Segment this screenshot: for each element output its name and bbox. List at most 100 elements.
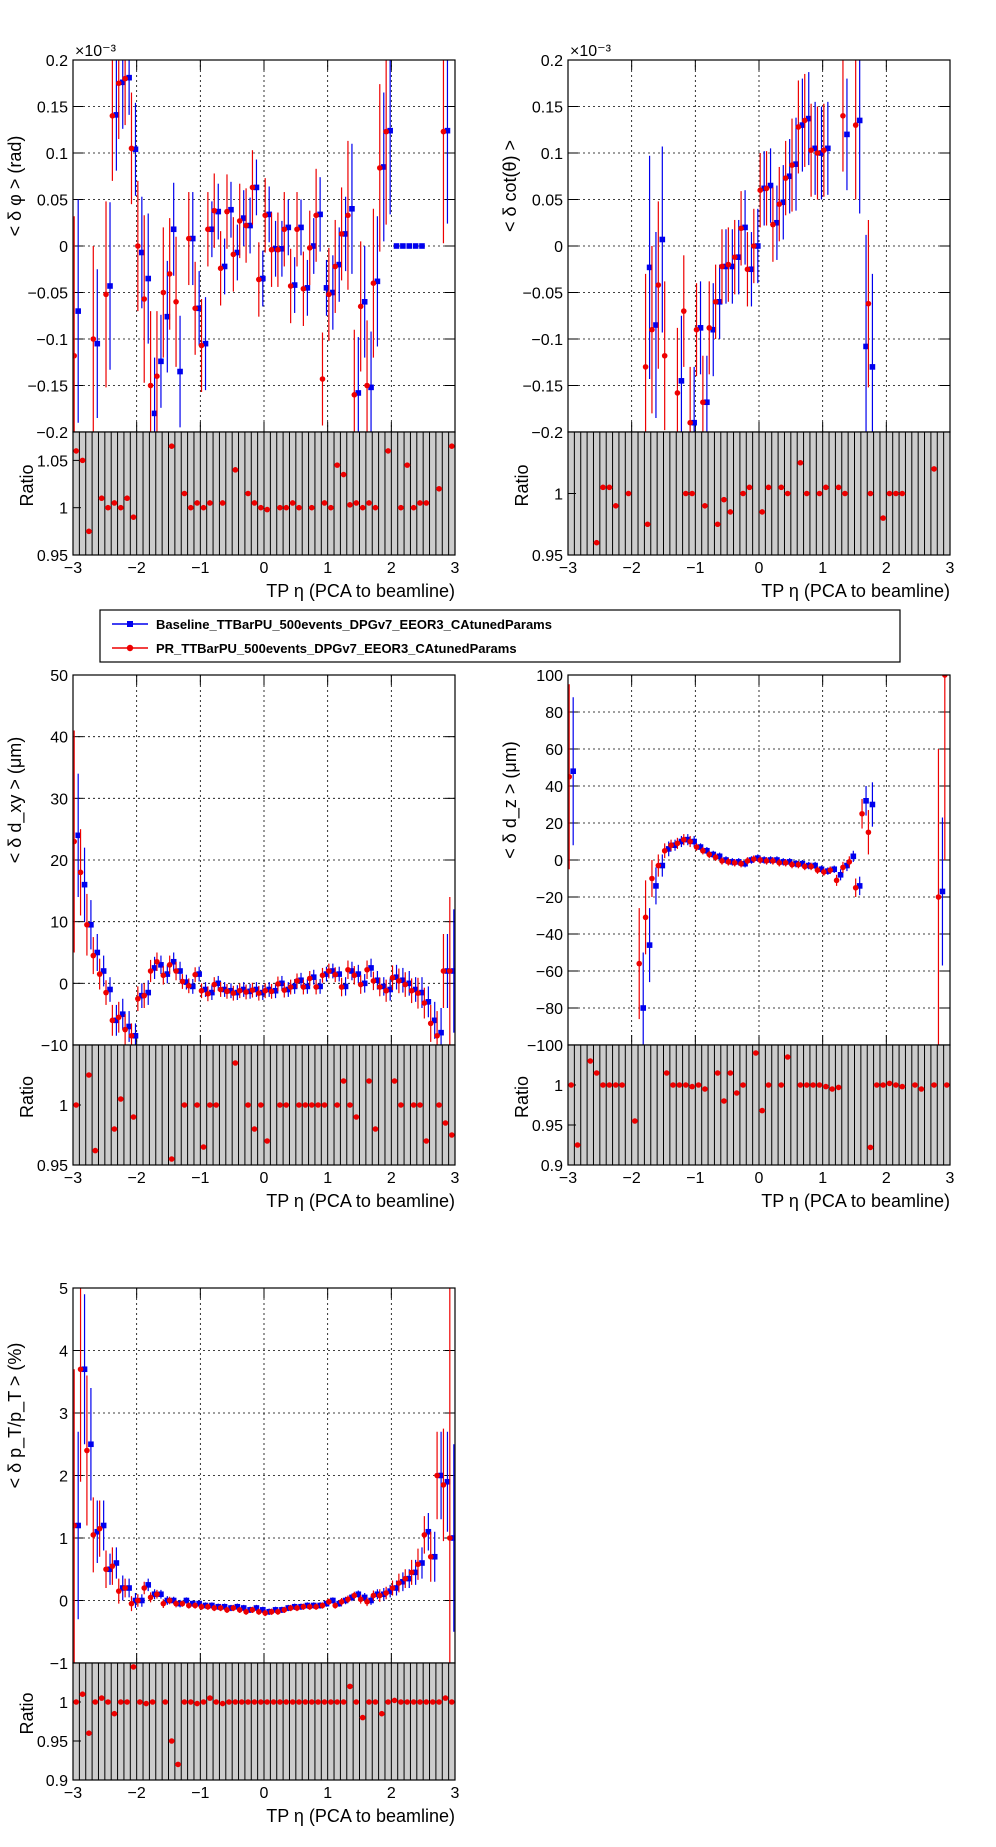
ratio-point xyxy=(315,1102,321,1108)
point-pr xyxy=(821,147,827,154)
point-pr xyxy=(141,1585,148,1591)
point-baseline xyxy=(336,261,343,268)
point-pr xyxy=(731,859,738,866)
ratio-point xyxy=(816,1082,823,1088)
point-pr xyxy=(427,1020,434,1027)
y-tick-label: 0 xyxy=(59,239,68,256)
ratio-point xyxy=(695,1082,702,1088)
point-pr xyxy=(357,303,364,310)
x-axis-title: TP η (PCA to beamline) xyxy=(266,1806,455,1826)
y-tick-label: 20 xyxy=(545,816,563,833)
point-pr xyxy=(313,212,319,219)
point-baseline xyxy=(75,1522,81,1529)
point-baseline xyxy=(330,968,336,974)
y-tick-label: 4 xyxy=(59,1344,68,1361)
point-pr xyxy=(275,981,281,987)
point-pr xyxy=(249,184,256,191)
ratio-point xyxy=(842,490,848,497)
point-pr xyxy=(243,989,249,995)
ratio-point xyxy=(714,521,721,528)
y-tick-label: 0.1 xyxy=(541,146,563,163)
point-pr xyxy=(447,968,453,974)
point-baseline xyxy=(75,308,81,314)
point-pr xyxy=(256,276,262,283)
ratio-point xyxy=(73,448,79,454)
x-tick-label: 3 xyxy=(451,1170,460,1187)
point-pr xyxy=(84,1447,90,1454)
x-axis-title: TP η (PCA to beamline) xyxy=(266,1191,455,1211)
point-baseline xyxy=(710,851,717,858)
point-pr xyxy=(738,860,744,867)
ratio-point xyxy=(740,490,746,497)
legend-marker-pr xyxy=(126,644,134,652)
point-pr xyxy=(128,145,135,152)
ratio-point xyxy=(733,1090,740,1096)
point-baseline xyxy=(400,1578,406,1585)
point-baseline xyxy=(126,74,132,81)
point-baseline xyxy=(266,986,272,993)
ratio-point xyxy=(130,1664,137,1670)
ratio-point xyxy=(283,1699,290,1705)
ratio-point xyxy=(187,504,194,511)
ratio-y-tick-label: 0.95 xyxy=(37,1734,68,1751)
ratio-point xyxy=(277,1102,283,1108)
x-axis-title: TP η (PCA to beamline) xyxy=(761,1191,950,1211)
point-pr xyxy=(364,966,370,973)
point-pr xyxy=(859,810,865,817)
legend-label-pr: PR_TTBarPU_500events_DPGv7_EEOR3_CAtuned… xyxy=(156,641,517,656)
point-baseline xyxy=(755,243,761,249)
x-tick-label: −3 xyxy=(559,1170,577,1187)
x-tick-label: 0 xyxy=(755,560,764,577)
point-pr xyxy=(655,862,662,869)
point-pr xyxy=(128,1032,135,1039)
y-tick-label: 0 xyxy=(554,853,563,870)
point-baseline xyxy=(164,971,171,977)
point-baseline xyxy=(805,115,812,122)
ratio-frame xyxy=(567,431,951,556)
point-pr xyxy=(744,266,751,273)
point-baseline xyxy=(253,986,260,993)
point-pr xyxy=(719,263,725,270)
point-baseline xyxy=(81,1366,88,1373)
point-baseline xyxy=(151,410,158,417)
point-pr xyxy=(128,1600,135,1607)
y-tick-label: −80 xyxy=(536,1001,563,1018)
point-baseline xyxy=(863,798,869,804)
point-baseline xyxy=(81,881,88,888)
ratio-point xyxy=(347,502,353,508)
chart-panel-1: −0.2 −0.15 −0.1 −0.05 0 0.05 0.1 0.15 0.2 ×10⁻³ < … xyxy=(5,43,460,601)
point-pr xyxy=(281,1607,288,1613)
ratio-point xyxy=(759,1107,765,1114)
point-baseline xyxy=(368,384,374,391)
point-baseline xyxy=(368,1597,374,1604)
point-baseline xyxy=(291,983,298,990)
point-baseline xyxy=(755,855,761,861)
ratio-frame xyxy=(72,431,456,556)
point-baseline xyxy=(380,164,387,170)
point-baseline xyxy=(170,1597,177,1604)
point-pr xyxy=(77,869,84,876)
point-pr xyxy=(313,984,319,990)
point-pr xyxy=(700,847,706,854)
ratio-point xyxy=(778,484,785,491)
point-baseline xyxy=(298,224,304,231)
x-tick-label: −2 xyxy=(128,1170,146,1187)
point-baseline xyxy=(406,243,413,249)
y-tick-label: −20 xyxy=(536,890,563,907)
point-pr xyxy=(198,1603,205,1610)
point-pr xyxy=(135,995,141,1002)
point-baseline xyxy=(659,236,666,243)
point-baseline xyxy=(145,275,152,282)
point-baseline xyxy=(799,122,806,128)
point-baseline xyxy=(716,853,723,860)
point-pr xyxy=(319,376,326,382)
point-baseline xyxy=(170,958,177,965)
ratio-point xyxy=(181,1699,188,1705)
ratio-point xyxy=(86,1072,92,1078)
ratio-frame xyxy=(72,1044,456,1166)
ratio-point xyxy=(258,1102,264,1108)
ratio-point xyxy=(689,490,695,497)
point-pr xyxy=(447,1535,453,1541)
point-pr xyxy=(852,884,859,891)
point-pr xyxy=(434,1032,440,1039)
